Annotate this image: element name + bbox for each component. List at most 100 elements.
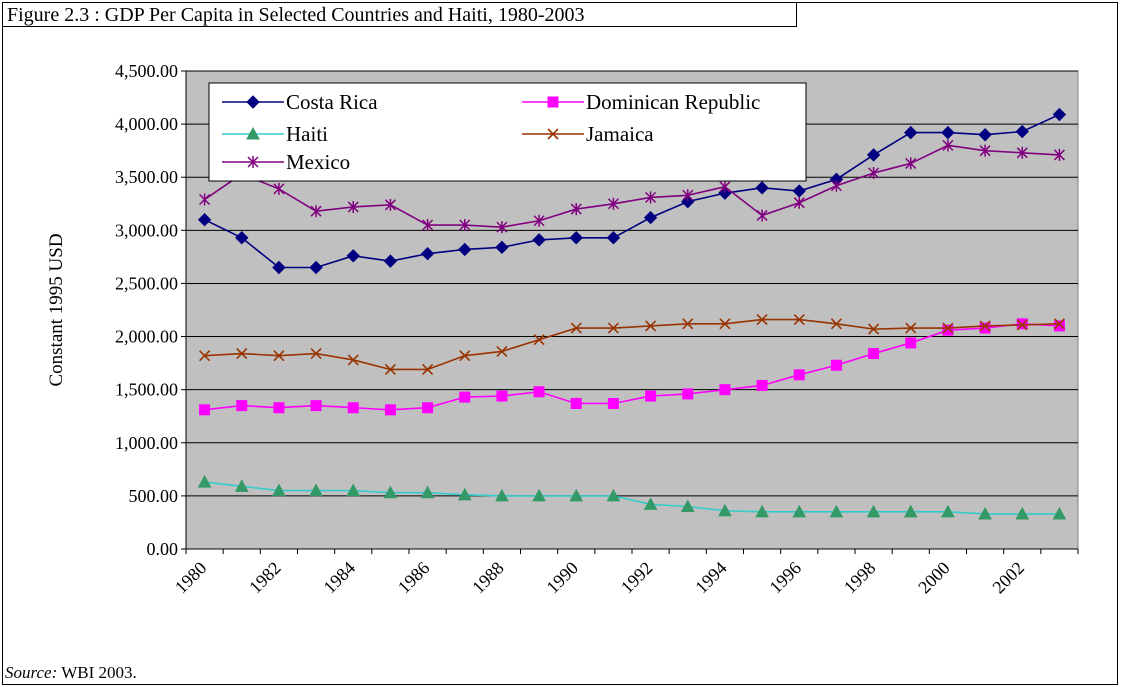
point-dominican-republic: [719, 384, 731, 396]
y-tick-label: 3,500.00: [115, 167, 178, 187]
figure-title-box: Figure 2.3 : GDP Per Capita in Selected …: [2, 2, 797, 27]
point-dominican-republic: [384, 404, 396, 416]
point-jamaica: [273, 350, 285, 362]
point-jamaica: [459, 350, 471, 362]
x-tick-label: 1992: [617, 558, 657, 598]
point-mexico: [496, 221, 508, 234]
x-tick-label: 1990: [542, 558, 582, 598]
legend-marker-haiti: [246, 126, 260, 140]
point-haiti: [680, 499, 695, 513]
point-mexico: [570, 203, 582, 216]
point-jamaica: [570, 322, 582, 334]
point-mexico: [942, 139, 954, 152]
series-dominican-republic: [199, 318, 1065, 416]
point-costa-rica: [941, 125, 955, 140]
point-mexico: [533, 214, 545, 227]
point-dominican-republic: [607, 397, 619, 409]
point-dominican-republic: [310, 400, 322, 412]
point-mexico: [199, 193, 211, 206]
y-tick-label: 2,500.00: [115, 273, 178, 293]
axes: [181, 70, 1079, 554]
point-haiti: [346, 483, 361, 497]
point-haiti: [383, 485, 398, 499]
point-mexico: [1053, 148, 1065, 161]
point-jamaica: [830, 318, 842, 330]
point-costa-rica: [495, 240, 509, 255]
point-dominican-republic: [756, 379, 768, 391]
x-tick-label: 1980: [171, 558, 211, 598]
x-tick-label: 1984: [319, 558, 359, 598]
x-tick-label: 1986: [394, 558, 434, 598]
point-costa-rica: [1052, 107, 1067, 122]
point-costa-rica: [235, 231, 249, 245]
point-mexico: [607, 197, 619, 210]
point-costa-rica: [569, 231, 583, 245]
point-jamaica: [756, 313, 768, 326]
y-tick-label: 2,000.00: [115, 327, 178, 347]
point-jamaica: [793, 313, 805, 326]
series-mexico: [199, 139, 1065, 234]
point-jamaica: [496, 345, 508, 357]
point-jamaica: [347, 354, 359, 366]
point-dominican-republic: [1053, 320, 1065, 332]
point-dominican-republic: [905, 337, 917, 349]
point-haiti: [903, 504, 918, 518]
legend-marker-jamaica: [547, 128, 559, 140]
point-jamaica: [199, 350, 211, 362]
legend-marker-dominican-republic: [547, 96, 559, 108]
point-jamaica: [1016, 319, 1028, 331]
y-tick-label: 4,000.00: [115, 114, 178, 134]
point-mexico: [1016, 146, 1028, 159]
point-haiti: [569, 488, 584, 502]
point-costa-rica: [383, 254, 398, 268]
point-costa-rica: [272, 260, 286, 275]
point-jamaica: [979, 320, 991, 332]
series-lines: [197, 107, 1067, 520]
legend-label-dominican-republic: Dominican Republic: [586, 90, 760, 114]
legend-marker-costa-rica: [246, 95, 260, 109]
legend-marker-mexico: [247, 156, 259, 168]
point-dominican-republic: [645, 390, 657, 402]
legend: Costa Rica Dominican Republic Haiti Jamaica…: [208, 82, 807, 182]
point-haiti: [829, 504, 844, 518]
point-costa-rica: [866, 148, 881, 162]
source-text: WBI 2003.: [57, 663, 137, 682]
point-mexico: [645, 191, 657, 204]
point-jamaica: [236, 347, 248, 360]
point-dominican-republic: [830, 359, 842, 371]
series-jamaica: [199, 313, 1065, 376]
point-dominican-republic: [236, 400, 248, 412]
line-jamaica: [204, 318, 1060, 371]
y-tick-label: 3,000.00: [115, 220, 178, 240]
point-haiti: [643, 497, 658, 510]
point-haiti: [755, 504, 769, 518]
point-haiti: [718, 503, 732, 517]
point-dominican-republic: [459, 391, 471, 403]
point-haiti: [234, 479, 249, 492]
point-haiti: [978, 506, 992, 520]
point-jamaica: [682, 318, 694, 330]
point-dominican-republic: [422, 402, 434, 414]
legend-box: [208, 82, 807, 182]
y-tick-label: 0.00: [147, 539, 179, 559]
point-costa-rica: [1015, 124, 1029, 139]
point-haiti: [941, 504, 955, 518]
y-axis-label: Constant 1995 USD: [46, 233, 67, 386]
x-tick-label: 1988: [468, 558, 508, 598]
point-mexico: [459, 219, 471, 232]
point-haiti: [420, 485, 435, 499]
y-tick-labels: 0.00 500.00 1,000.00 1,500.00 2,000.00 2,500.…: [115, 61, 178, 559]
point-mexico: [830, 179, 842, 192]
point-haiti: [1015, 506, 1030, 520]
point-costa-rica: [346, 249, 360, 263]
point-mexico: [793, 196, 805, 209]
point-mexico: [868, 166, 880, 179]
point-mexico: [979, 144, 991, 157]
point-costa-rica: [309, 260, 323, 275]
line-dominican-republic: [204, 323, 1060, 411]
point-costa-rica: [606, 231, 621, 245]
point-jamaica: [868, 323, 880, 335]
point-costa-rica: [532, 233, 546, 247]
point-jamaica: [1053, 318, 1065, 330]
